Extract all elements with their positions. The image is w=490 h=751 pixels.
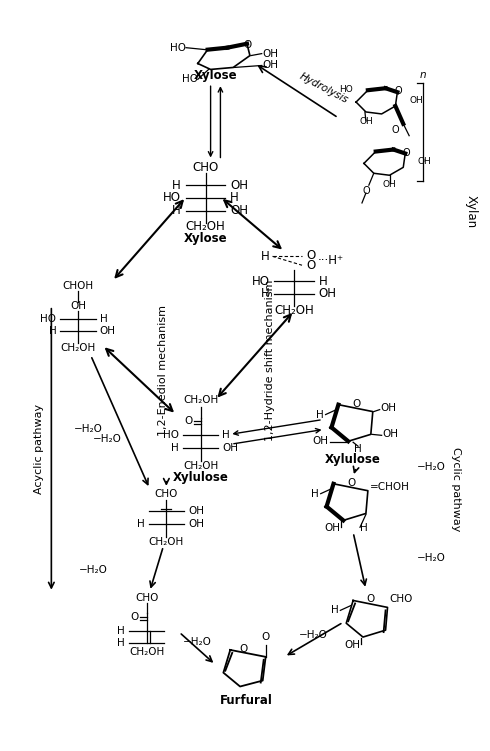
Text: O: O	[367, 595, 375, 605]
Text: 1,2-Hydride shift mechanism: 1,2-Hydride shift mechanism	[265, 279, 274, 441]
Text: OH: OH	[417, 157, 431, 166]
Text: OH: OH	[263, 49, 279, 59]
Text: Furfural: Furfural	[220, 694, 272, 707]
Text: CH₂OH: CH₂OH	[149, 537, 184, 547]
Text: OH: OH	[222, 443, 239, 453]
Text: H: H	[117, 626, 125, 636]
Text: H: H	[172, 204, 181, 217]
Text: H: H	[172, 179, 181, 192]
Text: Xylose: Xylose	[184, 232, 227, 245]
Text: O: O	[244, 40, 252, 50]
Text: HO: HO	[340, 85, 353, 94]
Text: OH: OH	[263, 61, 279, 71]
Text: O: O	[262, 632, 270, 642]
Text: HO: HO	[182, 74, 198, 84]
Text: H: H	[311, 489, 318, 499]
Text: CHO: CHO	[135, 593, 158, 602]
Text: Xylulose: Xylulose	[325, 453, 381, 466]
Text: −H₂O: −H₂O	[417, 462, 446, 472]
Text: O: O	[306, 259, 315, 272]
Text: O: O	[306, 249, 315, 262]
Text: O: O	[347, 478, 355, 488]
Text: OH: OH	[188, 506, 204, 517]
Text: O: O	[185, 417, 193, 427]
Text: −H₂O: −H₂O	[78, 565, 107, 575]
Text: OH: OH	[383, 430, 399, 439]
Text: 1,2-Enediol mechanism: 1,2-Enediol mechanism	[158, 305, 169, 436]
Text: OH: OH	[188, 520, 204, 529]
Text: H: H	[261, 288, 270, 300]
Text: OH: OH	[99, 327, 116, 336]
Text: HO: HO	[163, 192, 181, 204]
Text: CHOH: CHOH	[62, 281, 94, 291]
Text: O: O	[239, 644, 247, 654]
Text: Hydrolysis: Hydrolysis	[297, 71, 350, 105]
Text: Acyclic pathway: Acyclic pathway	[34, 404, 44, 494]
Text: H: H	[49, 327, 56, 336]
Text: HO: HO	[163, 430, 179, 440]
Text: H: H	[354, 444, 362, 454]
Text: CH₂OH: CH₂OH	[186, 220, 225, 233]
Text: H: H	[99, 314, 107, 324]
Text: OH: OH	[344, 640, 360, 650]
Text: H: H	[222, 430, 230, 440]
Text: O: O	[402, 147, 410, 158]
Text: n: n	[419, 71, 426, 80]
Text: O: O	[352, 399, 360, 409]
Text: CH₂OH: CH₂OH	[129, 647, 164, 657]
Text: O: O	[392, 125, 399, 134]
Text: H: H	[318, 275, 327, 288]
Text: =CHOH: =CHOH	[370, 481, 410, 492]
Text: Xylulose: Xylulose	[173, 472, 229, 484]
Text: OH: OH	[230, 179, 248, 192]
Text: H: H	[172, 443, 179, 453]
Text: OH: OH	[313, 436, 329, 446]
Text: −H₂O: −H₂O	[74, 424, 102, 434]
Text: H: H	[360, 523, 368, 533]
Text: H: H	[316, 409, 323, 420]
Text: OH: OH	[381, 403, 396, 412]
Text: −H₂O: −H₂O	[417, 553, 446, 563]
Text: CH₂OH: CH₂OH	[274, 304, 314, 317]
Text: H: H	[331, 605, 339, 615]
Text: Xylose: Xylose	[194, 69, 237, 82]
Text: O: O	[394, 86, 402, 96]
Text: CH₂OH: CH₂OH	[183, 395, 219, 405]
Text: CH₂OH: CH₂OH	[183, 461, 219, 471]
Text: −H₂O: −H₂O	[93, 434, 122, 445]
Text: Xylan: Xylan	[465, 195, 478, 228]
Text: H: H	[230, 192, 239, 204]
Text: OH: OH	[70, 301, 86, 311]
Text: H: H	[117, 638, 125, 648]
Text: OH: OH	[318, 288, 337, 300]
Text: CHO: CHO	[390, 595, 413, 605]
Text: −H₂O: −H₂O	[182, 637, 211, 647]
Text: OH: OH	[230, 204, 248, 217]
Text: OH: OH	[359, 117, 373, 126]
Text: HO: HO	[170, 43, 186, 53]
Text: Cyclic pathway: Cyclic pathway	[451, 447, 462, 531]
Text: O: O	[131, 612, 139, 623]
Text: OH: OH	[383, 179, 396, 189]
Text: H: H	[261, 250, 270, 263]
Text: OH: OH	[324, 523, 341, 533]
Text: CHO: CHO	[193, 161, 219, 173]
Text: ···H⁺: ···H⁺	[318, 254, 344, 267]
Text: O: O	[362, 186, 370, 196]
Text: OH: OH	[409, 95, 423, 104]
Text: H: H	[137, 520, 145, 529]
Text: HO: HO	[251, 275, 270, 288]
Text: HO: HO	[40, 314, 56, 324]
Text: CH₂OH: CH₂OH	[60, 343, 96, 353]
Text: CHO: CHO	[155, 489, 178, 499]
Text: −H₂O: −H₂O	[299, 630, 328, 640]
